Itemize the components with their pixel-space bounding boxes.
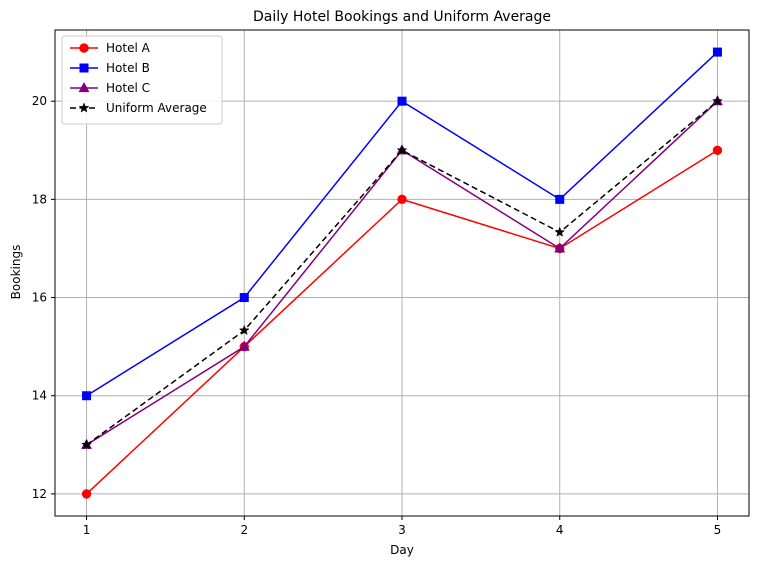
data-point-hotel-b [712, 47, 722, 57]
data-point-hotel-b [397, 96, 407, 106]
y-axis-label: Bookings [9, 245, 23, 300]
legend-label-uniform-average: Uniform Average [106, 101, 207, 115]
data-point-hotel-c [238, 340, 250, 351]
series-uniform-average [81, 95, 723, 450]
series-layer [81, 47, 723, 499]
legend-marker-hotel-c [78, 81, 90, 93]
legend: Hotel A Hotel B Hotel C Uniform Average [61, 35, 223, 125]
series-line-uniform-average [86, 100, 718, 446]
series-hotel-a [81, 145, 723, 499]
x-tick-label: 2 [240, 523, 248, 537]
x-tick-label: 5 [714, 523, 722, 537]
data-point-hotel-c [554, 242, 566, 253]
legend-label-hotel-a: Hotel A [106, 41, 151, 55]
data-point-uniform-average [238, 324, 250, 336]
data-point-hotel-b [555, 194, 565, 204]
y-tick-label: 14 [32, 389, 47, 403]
data-point-hotel-a [81, 489, 92, 499]
x-tick-label: 3 [398, 523, 406, 537]
data-point-uniform-average [712, 95, 723, 106]
legend-box [61, 35, 223, 125]
data-point-uniform-average [396, 144, 408, 155]
x-tick-label: 1 [83, 523, 91, 537]
legend-marker-hotel-a [79, 43, 89, 53]
x-axis-label: Day [390, 543, 414, 557]
y-tick-label: 16 [32, 291, 47, 305]
data-point-hotel-a [712, 145, 723, 155]
data-point-uniform-average [81, 439, 92, 450]
chart-title: Daily Hotel Bookings and Uniform Average [253, 9, 551, 25]
y-tick-label: 12 [32, 487, 47, 501]
legend-label-hotel-c: Hotel C [106, 81, 150, 95]
y-tick-label: 20 [32, 94, 47, 108]
data-point-hotel-a [397, 194, 407, 205]
data-point-hotel-b [239, 293, 249, 303]
data-point-hotel-b [82, 391, 92, 401]
y-tick-label: 18 [32, 192, 47, 206]
legend-marker-uniform-average [78, 102, 90, 113]
legend-label-hotel-b: Hotel B [106, 61, 150, 75]
series-hotel-b [82, 47, 722, 401]
x-tick-label: 4 [556, 523, 564, 537]
data-point-uniform-average [554, 226, 566, 237]
legend-marker-hotel-b [79, 63, 89, 73]
